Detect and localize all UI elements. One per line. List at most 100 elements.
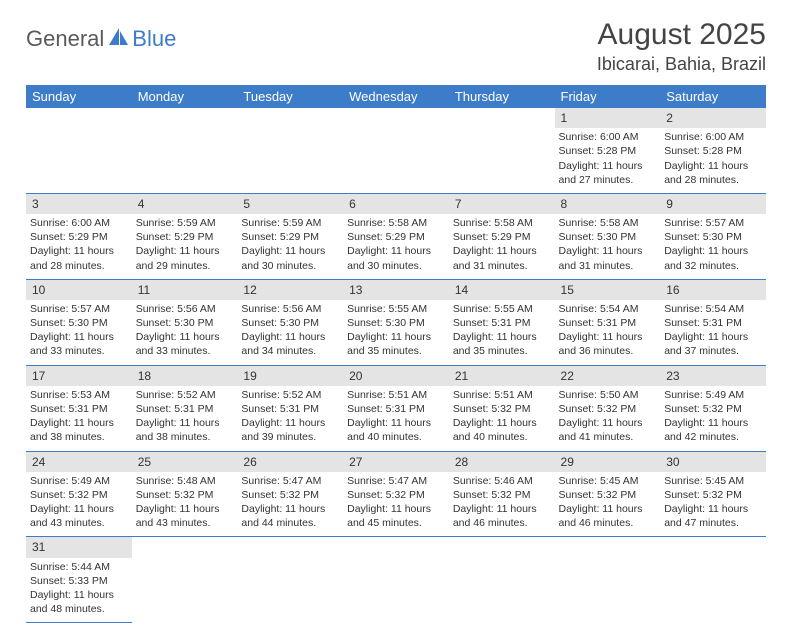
- daynum-row: 3456789: [26, 193, 766, 214]
- daylight-text-1: Daylight: 11 hours: [664, 330, 762, 344]
- sunrise-text: Sunrise: 5:55 AM: [453, 302, 551, 316]
- day-detail-cell: Sunrise: 5:52 AMSunset: 5:31 PMDaylight:…: [237, 386, 343, 451]
- daylight-text-2: and 41 minutes.: [559, 430, 657, 444]
- sunrise-text: Sunrise: 5:55 AM: [347, 302, 445, 316]
- day-number-cell: 18: [132, 365, 238, 386]
- daynum-row: 24252627282930: [26, 451, 766, 472]
- daylight-text-1: Daylight: 11 hours: [347, 502, 445, 516]
- day-number-cell: [555, 537, 661, 558]
- sunset-text: Sunset: 5:28 PM: [664, 144, 762, 158]
- day-number-cell: 30: [660, 451, 766, 472]
- sunset-text: Sunset: 5:32 PM: [241, 488, 339, 502]
- sunrise-text: Sunrise: 5:58 AM: [347, 216, 445, 230]
- sunrise-text: Sunrise: 5:52 AM: [136, 388, 234, 402]
- sunrise-text: Sunrise: 6:00 AM: [664, 130, 762, 144]
- daylight-text-1: Daylight: 11 hours: [347, 244, 445, 258]
- day-number-cell: 7: [449, 193, 555, 214]
- daylight-text-1: Daylight: 11 hours: [664, 244, 762, 258]
- sunrise-text: Sunrise: 5:45 AM: [559, 474, 657, 488]
- daylight-text-2: and 35 minutes.: [347, 344, 445, 358]
- daylight-text-2: and 42 minutes.: [664, 430, 762, 444]
- daylight-text-1: Daylight: 11 hours: [241, 416, 339, 430]
- day-number-cell: [237, 108, 343, 128]
- day-detail-cell: Sunrise: 5:54 AMSunset: 5:31 PMDaylight:…: [555, 300, 661, 365]
- day-number-cell: [660, 537, 766, 558]
- title-block: August 2025 Ibicarai, Bahia, Brazil: [597, 18, 766, 75]
- sunrise-text: Sunrise: 5:58 AM: [559, 216, 657, 230]
- daynum-row: 10111213141516: [26, 279, 766, 300]
- sunrise-text: Sunrise: 6:00 AM: [559, 130, 657, 144]
- day-number-cell: 16: [660, 279, 766, 300]
- detail-row: Sunrise: 5:53 AMSunset: 5:31 PMDaylight:…: [26, 386, 766, 451]
- daylight-text-1: Daylight: 11 hours: [241, 502, 339, 516]
- sunrise-text: Sunrise: 5:51 AM: [453, 388, 551, 402]
- daylight-text-1: Daylight: 11 hours: [30, 588, 128, 602]
- sunrise-text: Sunrise: 5:52 AM: [241, 388, 339, 402]
- day-detail-cell: [132, 558, 238, 623]
- day-header: Tuesday: [237, 85, 343, 108]
- calendar-table: SundayMondayTuesdayWednesdayThursdayFrid…: [26, 85, 766, 623]
- sunrise-text: Sunrise: 5:47 AM: [347, 474, 445, 488]
- daylight-text-1: Daylight: 11 hours: [559, 502, 657, 516]
- day-detail-cell: Sunrise: 5:56 AMSunset: 5:30 PMDaylight:…: [237, 300, 343, 365]
- day-detail-cell: [237, 128, 343, 193]
- day-detail-cell: Sunrise: 5:51 AMSunset: 5:32 PMDaylight:…: [449, 386, 555, 451]
- day-detail-cell: Sunrise: 6:00 AMSunset: 5:28 PMDaylight:…: [660, 128, 766, 193]
- day-number-cell: [343, 537, 449, 558]
- sunset-text: Sunset: 5:29 PM: [136, 230, 234, 244]
- day-number-cell: 4: [132, 193, 238, 214]
- day-detail-cell: Sunrise: 5:46 AMSunset: 5:32 PMDaylight:…: [449, 472, 555, 537]
- sunrise-text: Sunrise: 5:59 AM: [136, 216, 234, 230]
- daylight-text-1: Daylight: 11 hours: [664, 416, 762, 430]
- sunset-text: Sunset: 5:32 PM: [664, 488, 762, 502]
- day-detail-cell: [343, 558, 449, 623]
- day-detail-cell: [660, 558, 766, 623]
- sunrise-text: Sunrise: 5:47 AM: [241, 474, 339, 488]
- daylight-text-2: and 36 minutes.: [559, 344, 657, 358]
- day-header: Monday: [132, 85, 238, 108]
- day-detail-cell: Sunrise: 5:47 AMSunset: 5:32 PMDaylight:…: [237, 472, 343, 537]
- daylight-text-2: and 38 minutes.: [30, 430, 128, 444]
- sunrise-text: Sunrise: 5:57 AM: [664, 216, 762, 230]
- daylight-text-2: and 28 minutes.: [664, 173, 762, 187]
- daylight-text-1: Daylight: 11 hours: [664, 502, 762, 516]
- day-detail-cell: [26, 128, 132, 193]
- day-detail-cell: Sunrise: 6:00 AMSunset: 5:28 PMDaylight:…: [555, 128, 661, 193]
- daylight-text-2: and 39 minutes.: [241, 430, 339, 444]
- daynum-row: 12: [26, 108, 766, 128]
- sunset-text: Sunset: 5:31 PM: [453, 316, 551, 330]
- daylight-text-2: and 40 minutes.: [347, 430, 445, 444]
- sunrise-text: Sunrise: 5:51 AM: [347, 388, 445, 402]
- daynum-row: 17181920212223: [26, 365, 766, 386]
- day-header: Saturday: [660, 85, 766, 108]
- daylight-text-1: Daylight: 11 hours: [664, 159, 762, 173]
- daylight-text-2: and 44 minutes.: [241, 516, 339, 530]
- sunset-text: Sunset: 5:31 PM: [136, 402, 234, 416]
- sunrise-text: Sunrise: 5:56 AM: [136, 302, 234, 316]
- sunset-text: Sunset: 5:29 PM: [453, 230, 551, 244]
- day-detail-cell: Sunrise: 5:49 AMSunset: 5:32 PMDaylight:…: [26, 472, 132, 537]
- daylight-text-2: and 43 minutes.: [136, 516, 234, 530]
- daylight-text-1: Daylight: 11 hours: [559, 159, 657, 173]
- logo-text-general: General: [26, 26, 104, 52]
- sunset-text: Sunset: 5:33 PM: [30, 574, 128, 588]
- day-detail-cell: Sunrise: 5:59 AMSunset: 5:29 PMDaylight:…: [132, 214, 238, 279]
- sunset-text: Sunset: 5:32 PM: [664, 402, 762, 416]
- day-number-cell: 10: [26, 279, 132, 300]
- day-number-cell: 20: [343, 365, 449, 386]
- sunset-text: Sunset: 5:30 PM: [664, 230, 762, 244]
- daylight-text-2: and 43 minutes.: [30, 516, 128, 530]
- sunrise-text: Sunrise: 5:59 AM: [241, 216, 339, 230]
- daylight-text-1: Daylight: 11 hours: [30, 330, 128, 344]
- daylight-text-1: Daylight: 11 hours: [453, 502, 551, 516]
- daylight-text-2: and 47 minutes.: [664, 516, 762, 530]
- daylight-text-2: and 40 minutes.: [453, 430, 551, 444]
- day-number-cell: 13: [343, 279, 449, 300]
- day-number-cell: 23: [660, 365, 766, 386]
- daylight-text-2: and 27 minutes.: [559, 173, 657, 187]
- daylight-text-1: Daylight: 11 hours: [241, 244, 339, 258]
- day-detail-cell: Sunrise: 5:54 AMSunset: 5:31 PMDaylight:…: [660, 300, 766, 365]
- sunrise-text: Sunrise: 5:49 AM: [664, 388, 762, 402]
- detail-row: Sunrise: 5:49 AMSunset: 5:32 PMDaylight:…: [26, 472, 766, 537]
- daylight-text-1: Daylight: 11 hours: [136, 416, 234, 430]
